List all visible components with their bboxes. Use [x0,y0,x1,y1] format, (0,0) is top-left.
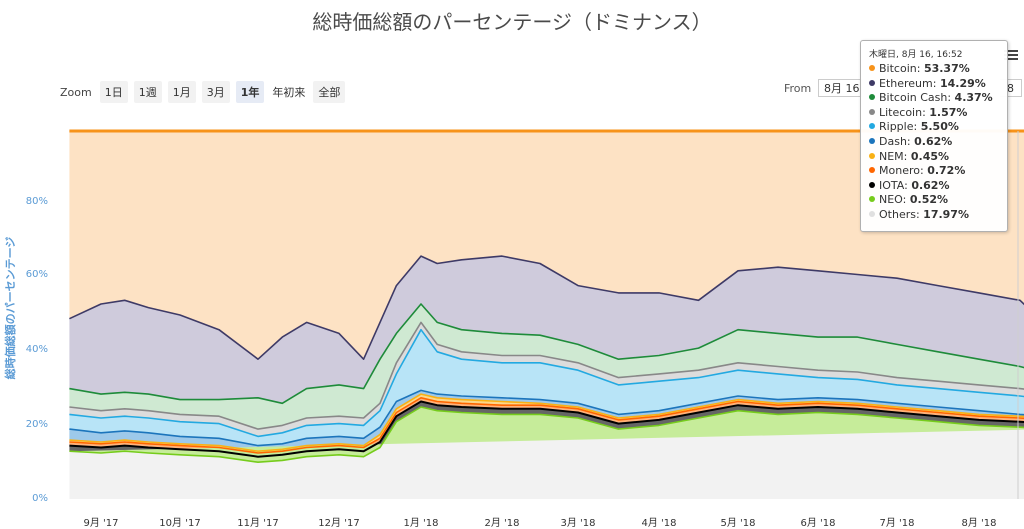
zoom-1d-button[interactable]: 1日 [99,81,128,103]
tooltip-row: Ethereum: 14.29% [869,77,999,92]
tooltip-series-name: Ethereum [879,76,933,90]
y-tick-label: 80% [25,196,48,207]
tooltip-row: NEO: 0.52% [869,193,999,208]
series-marker-icon [869,94,875,101]
series-line-litecoin [69,321,1024,430]
tooltip-series-value: 0.72% [927,164,966,178]
series-line-monero [69,397,1024,454]
x-tick-label: 9月 '17 [83,518,119,529]
series-line-nem [69,393,1024,452]
series-marker-icon [869,181,875,188]
series-area-neo [69,407,1024,463]
series-marker-icon [869,196,875,203]
tooltip-series-value: 4.37% [954,91,993,105]
tooltip-series-value: 0.62% [914,134,953,148]
series-marker-icon [869,137,875,144]
y-tick-label: 0% [32,493,48,504]
tooltip-series-name: Others [879,207,916,221]
x-tick-label: 3月 '18 [560,518,596,529]
tooltip-series-name: Bitcoin Cash [879,91,948,105]
tooltip-series-value: 17.97% [923,207,969,221]
tooltip-row: Litecoin: 1.57% [869,106,999,121]
zoom-all-button[interactable]: 全部 [313,81,346,103]
zoom-1y-button[interactable]: 1年 [235,81,265,103]
x-tick-label: 8月 '18 [961,518,997,529]
series-marker-icon [869,210,875,217]
x-tick-label: 6月 '18 [800,518,836,529]
x-tick-label: 2月 '18 [484,518,520,529]
x-tick-label: 5月 '18 [720,518,756,529]
series-area-dash [69,390,1024,452]
zoom-1m-button[interactable]: 1月 [167,81,196,103]
tooltip-series-name: IOTA [879,178,905,192]
series-area-ethereum [69,256,1024,404]
series-area-bitcoin-cash [69,304,1024,430]
tooltip-series-name: Dash [879,134,907,148]
chart-title: 総時価総額のパーセンテージ（ドミナンス） [312,10,712,34]
tooltip-series-name: Litecoin [879,105,923,119]
tooltip-series-value: 5.50% [920,120,959,134]
tooltip-rows: Bitcoin: 53.37% Ethereum: 14.29% Bitcoin C… [869,62,999,223]
x-tick-label: 4月 '18 [641,518,677,529]
series-marker-icon [869,79,875,86]
tooltip-row: Monero: 0.72% [869,164,999,179]
chart-tooltip: 木曜日, 8月 16, 16:52 Bitcoin: 53.37% Ethereu… [860,40,1008,232]
series-marker-icon [869,65,875,71]
tooltip-series-value: 14.29% [939,76,986,90]
series-area-iota [69,401,1024,463]
series-line-neo [69,406,1024,463]
tooltip-series-value: 0.45% [910,149,950,163]
series-marker-icon [869,108,875,115]
tooltip-row: Bitcoin: 53.37% [869,62,999,77]
tooltip-row: Dash: 0.62% [869,135,999,150]
tooltip-row: Bitcoin Cash: 4.37% [869,91,999,106]
x-tick-label: 1月 '18 [403,518,439,529]
zoom-1w-button[interactable]: 1週 [133,81,162,103]
x-tick-label: 12月 '17 [318,518,360,529]
y-tick-label: 20% [25,419,48,430]
series-area-ripple [69,329,1024,446]
tooltip-series-name: NEM [879,149,904,163]
tooltip-series-value: 0.62% [911,178,950,192]
tooltip-series-value: 53.37% [923,62,970,75]
tooltip-series-value: 1.57% [929,105,968,119]
series-line-ethereum [69,255,1024,360]
zoom-bar: Zoom 1日 1週 1月 3月 1年 年初来 全部 [60,81,351,103]
x-tick-label: 11月 '17 [237,518,279,529]
tooltip-row: Ripple: 5.50% [869,120,999,135]
tooltip-row: NEM: 0.45% [869,150,999,165]
tooltip-header: 木曜日, 8月 16, 16:52 [869,50,963,60]
series-line-iota [69,400,1024,458]
range-from-label: From [784,82,812,95]
y-tick-label: 60% [25,269,48,280]
zoom-ytd-button[interactable]: 年初来 [272,86,306,99]
series-line-bitcoin-cash [69,303,1024,405]
series-line-ripple [69,328,1024,438]
tooltip-series-name: NEO [879,193,903,207]
hamburger-menu-icon[interactable] [1004,48,1018,62]
range-to-input[interactable]: 8 [1000,79,1022,97]
tooltip-series-name: Monero [879,164,920,178]
tooltip-row: IOTA: 0.62% [869,179,999,194]
x-tick-label: 7月 '18 [879,518,915,529]
series-marker-icon [869,152,875,159]
series-line-dash [69,389,1024,447]
y-tick-label: 40% [25,344,48,355]
series-area-bitcoin [69,131,1024,360]
tooltip-series-value: 0.52% [909,193,949,207]
x-tick-label: 10月 '17 [159,518,201,529]
tooltip-series-name: Ripple [879,120,914,134]
tooltip-series-name: Bitcoin [879,62,917,75]
series-marker-icon [869,167,875,174]
zoom-3m-button[interactable]: 3月 [201,81,230,103]
series-marker-icon [869,123,875,130]
zoom-label: Zoom [60,85,92,99]
tooltip-row: Others: 17.97% [869,208,999,223]
